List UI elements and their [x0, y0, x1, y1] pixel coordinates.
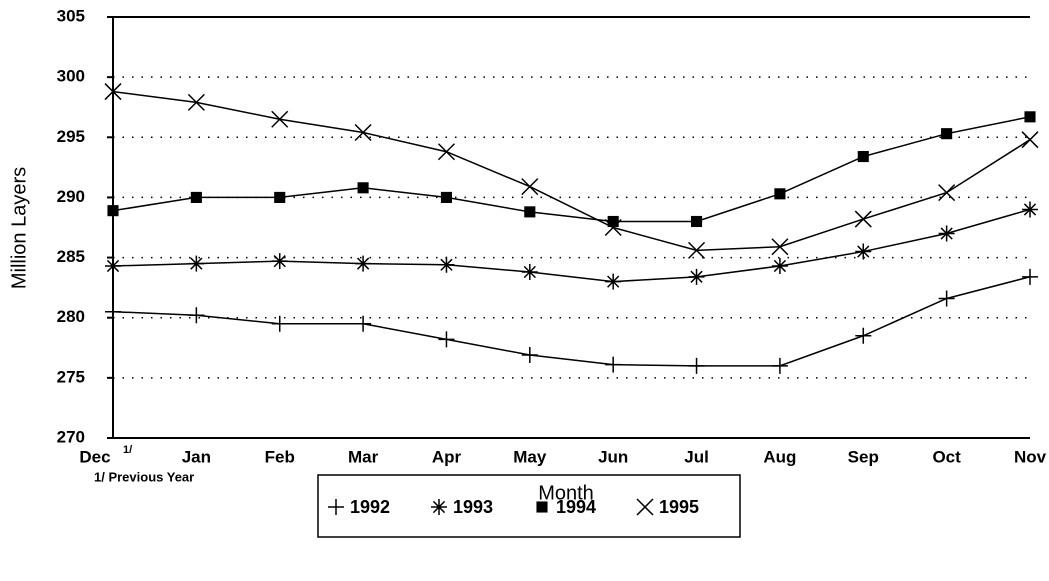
- point: [437, 143, 455, 161]
- x-tick-label: Mar: [348, 447, 379, 466]
- point: [854, 210, 872, 228]
- y-tick-label: 290: [57, 187, 85, 206]
- point: [357, 182, 369, 194]
- category-note: 1/: [123, 444, 132, 456]
- point: [605, 273, 622, 290]
- legend-label: 1995: [659, 497, 699, 517]
- x-tick-label: May: [513, 447, 547, 466]
- y-tick-label: 280: [57, 307, 85, 326]
- point: [1024, 111, 1036, 123]
- x-tick-label: Feb: [265, 447, 295, 466]
- series-line: [112, 276, 1031, 367]
- point: [688, 357, 705, 374]
- point: [690, 215, 703, 228]
- point: [771, 238, 789, 256]
- point: [855, 327, 872, 344]
- point: [440, 191, 453, 203]
- footnote: 1/ Previous Year: [94, 469, 194, 484]
- y-tick-label: 295: [57, 127, 85, 146]
- point: [354, 123, 372, 142]
- x-tick-label: Aug: [763, 447, 796, 466]
- point: [438, 256, 455, 273]
- point: [188, 307, 205, 324]
- point: [938, 184, 956, 202]
- legend-marker: [636, 498, 654, 516]
- x-tick-label: Dec: [79, 447, 110, 466]
- point: [271, 253, 288, 270]
- point: [771, 257, 788, 274]
- y-tick-label: 305: [57, 6, 85, 25]
- series-line: [112, 116, 1031, 223]
- point: [274, 191, 286, 203]
- x-tick-label: Apr: [432, 447, 462, 466]
- point: [438, 331, 455, 348]
- legend-label: 1994: [556, 497, 596, 517]
- point: [355, 315, 372, 332]
- point: [1021, 131, 1039, 149]
- point: [605, 356, 622, 373]
- point: [271, 315, 288, 332]
- y-axis-label: Million Layers: [8, 167, 30, 289]
- x-tick-label: Nov: [1014, 447, 1047, 466]
- point: [105, 257, 121, 274]
- point: [774, 188, 786, 200]
- point: [688, 268, 705, 285]
- point: [604, 218, 622, 237]
- x-axis-label: Month: [538, 482, 594, 504]
- point: [188, 255, 205, 272]
- point: [521, 347, 538, 364]
- x-tick-label: Sep: [848, 447, 879, 466]
- point: [857, 150, 869, 163]
- point: [941, 128, 953, 140]
- y-tick-label: 300: [57, 67, 85, 86]
- point: [938, 225, 955, 242]
- point: [521, 178, 539, 196]
- x-tick-label: Jun: [598, 447, 628, 466]
- legend-marker: [536, 501, 548, 513]
- y-tick-label: 285: [57, 247, 85, 266]
- legend-label: 1993: [453, 497, 493, 517]
- point: [105, 303, 121, 320]
- point: [1022, 201, 1038, 218]
- point: [521, 264, 538, 281]
- y-tick-label: 270: [57, 427, 85, 446]
- legend-box: [317, 474, 741, 538]
- series-line: [112, 90, 1031, 252]
- point: [938, 290, 955, 307]
- point: [104, 83, 122, 101]
- y-tick-label: 275: [57, 367, 85, 386]
- legend-label: 1992: [350, 497, 390, 517]
- series-line: [112, 208, 1031, 283]
- point: [187, 93, 205, 111]
- point: [271, 110, 289, 128]
- point: [855, 243, 872, 260]
- point: [524, 206, 536, 218]
- point: [190, 191, 202, 203]
- point: [1022, 268, 1038, 285]
- x-tick-label: Jan: [182, 447, 211, 466]
- x-tick-label: Oct: [932, 447, 961, 466]
- x-tick-label: Jul: [684, 447, 709, 466]
- point: [355, 255, 372, 272]
- point: [607, 215, 619, 228]
- point: [688, 241, 706, 259]
- point: [771, 357, 788, 374]
- point: [107, 205, 119, 217]
- legend-marker: [431, 499, 447, 515]
- legend-marker: [328, 499, 344, 515]
